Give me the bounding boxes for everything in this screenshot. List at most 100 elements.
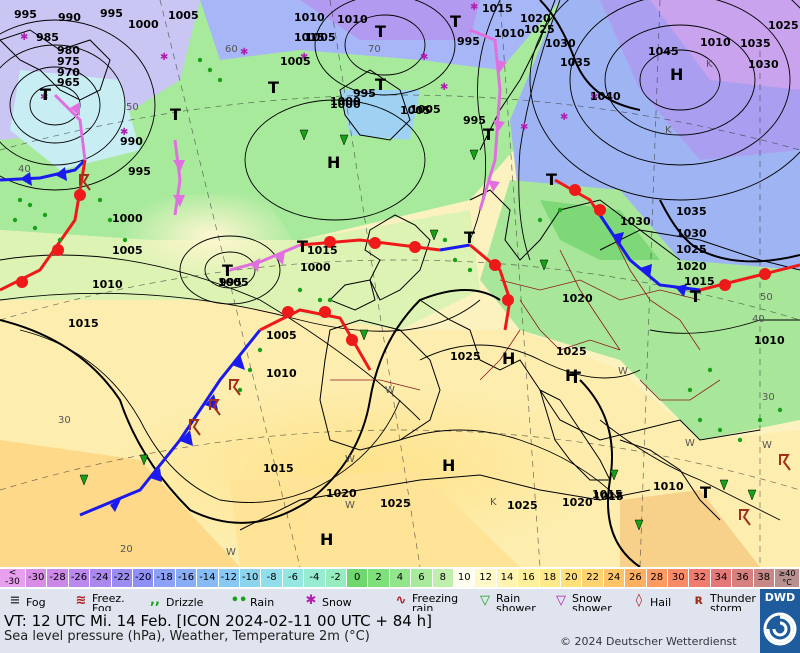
legend-item: ◊ Hail [630,591,706,611]
colorbar-low-label: < -30 [0,569,26,587]
valid-time-label: VT: 12 UTC Mi. 14 Feb. [ICON 2024-02-11 … [4,612,432,630]
freezing-rain-icon: ∿ [395,593,407,608]
colorbar-cell: 14 [496,569,519,587]
temperature-colorbar: < -30 -30 -28 -26 -24 -22 -20 -18 -16 -14 -12 -10 -8… [0,567,800,589]
svg-text:✱: ✱ [160,52,168,63]
legend-label: Hail [650,596,672,609]
svg-text:✱: ✱ [240,47,248,58]
colorbar-cell: -12 [218,569,240,587]
svg-text:✱: ✱ [40,92,48,103]
hail-icon: ◊ [635,593,643,608]
drizzle-icon: ,, [150,593,160,608]
legend-item: ,, Drizzle [146,591,222,611]
colorbar-cell: 38 [753,569,775,587]
isobars-bold [0,0,800,567]
occlusions [53,28,502,272]
thunderstorm-symbols [79,174,791,526]
svg-text:✱: ✱ [470,2,478,13]
colorbar-cell: -14 [197,569,219,587]
legend-item: ▽ Rain shower [476,591,552,615]
legend-item: •• Rain [230,591,306,611]
colorbar-cell: 8 [432,569,454,587]
copyright-label: © 2024 Deutscher Wetterdienst [560,635,737,648]
svg-text:✱: ✱ [590,92,598,103]
svg-text:✱: ✱ [520,122,528,133]
legend-label: Freez. Fog [92,592,125,615]
colorbar-cell: 28 [646,569,668,587]
occlusion-symbols [70,60,507,272]
dwd-logo-text: DWD [764,591,796,604]
colorbar-cell: 32 [689,569,711,587]
colorbar-cell: -30 [26,569,48,587]
colorbar-cell: -22 [111,569,133,587]
shower-symbols [79,129,757,531]
colorbar-cell: 26 [625,569,647,587]
colorbar-cell: 34 [710,569,733,587]
colorbar-cell: 2 [368,569,390,587]
colorbar-cell: -20 [133,569,155,587]
legend-item: ≡ Fog [6,591,82,611]
legend-item: ʀ Thunder storm [690,591,766,615]
colorbar-cell: -6 [282,569,305,587]
country-borders [330,229,721,401]
legend-item: ▽ Snow shower [552,591,628,615]
svg-text:✱: ✱ [300,52,308,63]
colorbar-cell: -24 [90,569,112,587]
temperature-field [0,0,800,567]
info-panel: VT: 12 UTC Mi. 14 Feb. [ICON 2024-02-11 … [0,611,760,653]
colorbar-cell: 10 [454,569,476,587]
legend-label: Drizzle [166,596,204,609]
warm-front-bumps [16,184,771,346]
weather-legend: ≡ Fog ≋ Freez. Fog,, Drizzle •• Rain ✱ Snow ∿ Free… [0,589,760,615]
colorbar-cell: -26 [68,569,91,587]
colorbar-cell: -10 [240,569,262,587]
svg-text:✱: ✱ [560,112,568,123]
colorbar-cell: -2 [325,569,347,587]
legend-label: Fog [26,596,46,609]
thunderstorm-icon: ʀ [694,593,704,608]
legend-label: Rain [250,596,275,609]
map-description: Sea level pressure (hPa), Weather, Tempe… [4,629,370,644]
isobars [0,0,800,521]
colorbar-cell: 24 [603,569,626,587]
rain-symbols [12,57,783,443]
legend-label: Rain shower [496,592,536,615]
colorbar-cell: -18 [154,569,176,587]
legend-label: Freezing rain [412,592,459,615]
legend-item: ≋ Freez. Fog [72,591,148,615]
snow-shower-icon: ▽ [556,593,566,608]
legend-item: ✱ Snow [302,591,378,611]
svg-text:✱: ✱ [420,52,428,63]
coastlines [0,0,800,531]
colorbar-cell: -4 [304,569,326,587]
dwd-logo: DWD [760,589,800,653]
colorbar-cell: 30 [668,569,690,587]
dwd-spiral-icon [763,612,797,646]
legend-label: Thunder storm [710,592,756,615]
colorbar-cell: 12 [475,569,497,587]
legend-item: ∿ Freezing rain [392,591,468,615]
snow-symbols: ✱ ✱ ✱ ✱ ✱ ✱ ✱ ✱ ✱ ✱ ✱ ✱ [20,2,598,138]
colorbar-cell: 36 [732,569,754,587]
fog-icon: ≡ [9,593,21,608]
colorbar-cell: 6 [411,569,433,587]
colorbar-cell: -28 [47,569,69,587]
svg-text:✱: ✱ [20,32,28,43]
rain-shower-icon: ▽ [480,593,490,608]
svg-text:✱: ✱ [440,82,448,93]
weather-map: ✱ ✱ ✱ ✱ ✱ ✱ ✱ ✱ ✱ ✱ ✱ ✱ [0,0,800,567]
colorbar-cell: 0 [347,569,369,587]
colorbar-cell: 4 [389,569,412,587]
snow-icon: ✱ [305,593,317,608]
colorbar-high-label: ≥40 °C [775,569,800,587]
colorbar-cell: 22 [582,569,604,587]
colorbar-cell: 20 [561,569,583,587]
freezing-fog-icon: ≋ [75,593,87,608]
svg-text:✱: ✱ [120,127,128,138]
legend-label: Snow shower [572,592,612,615]
colorbar-cell: 16 [518,569,540,587]
colorbar-cell: -16 [175,569,198,587]
cold-front-barbs [20,167,687,512]
colorbar-cell: 18 [539,569,561,587]
colorbar-cell: -8 [261,569,283,587]
